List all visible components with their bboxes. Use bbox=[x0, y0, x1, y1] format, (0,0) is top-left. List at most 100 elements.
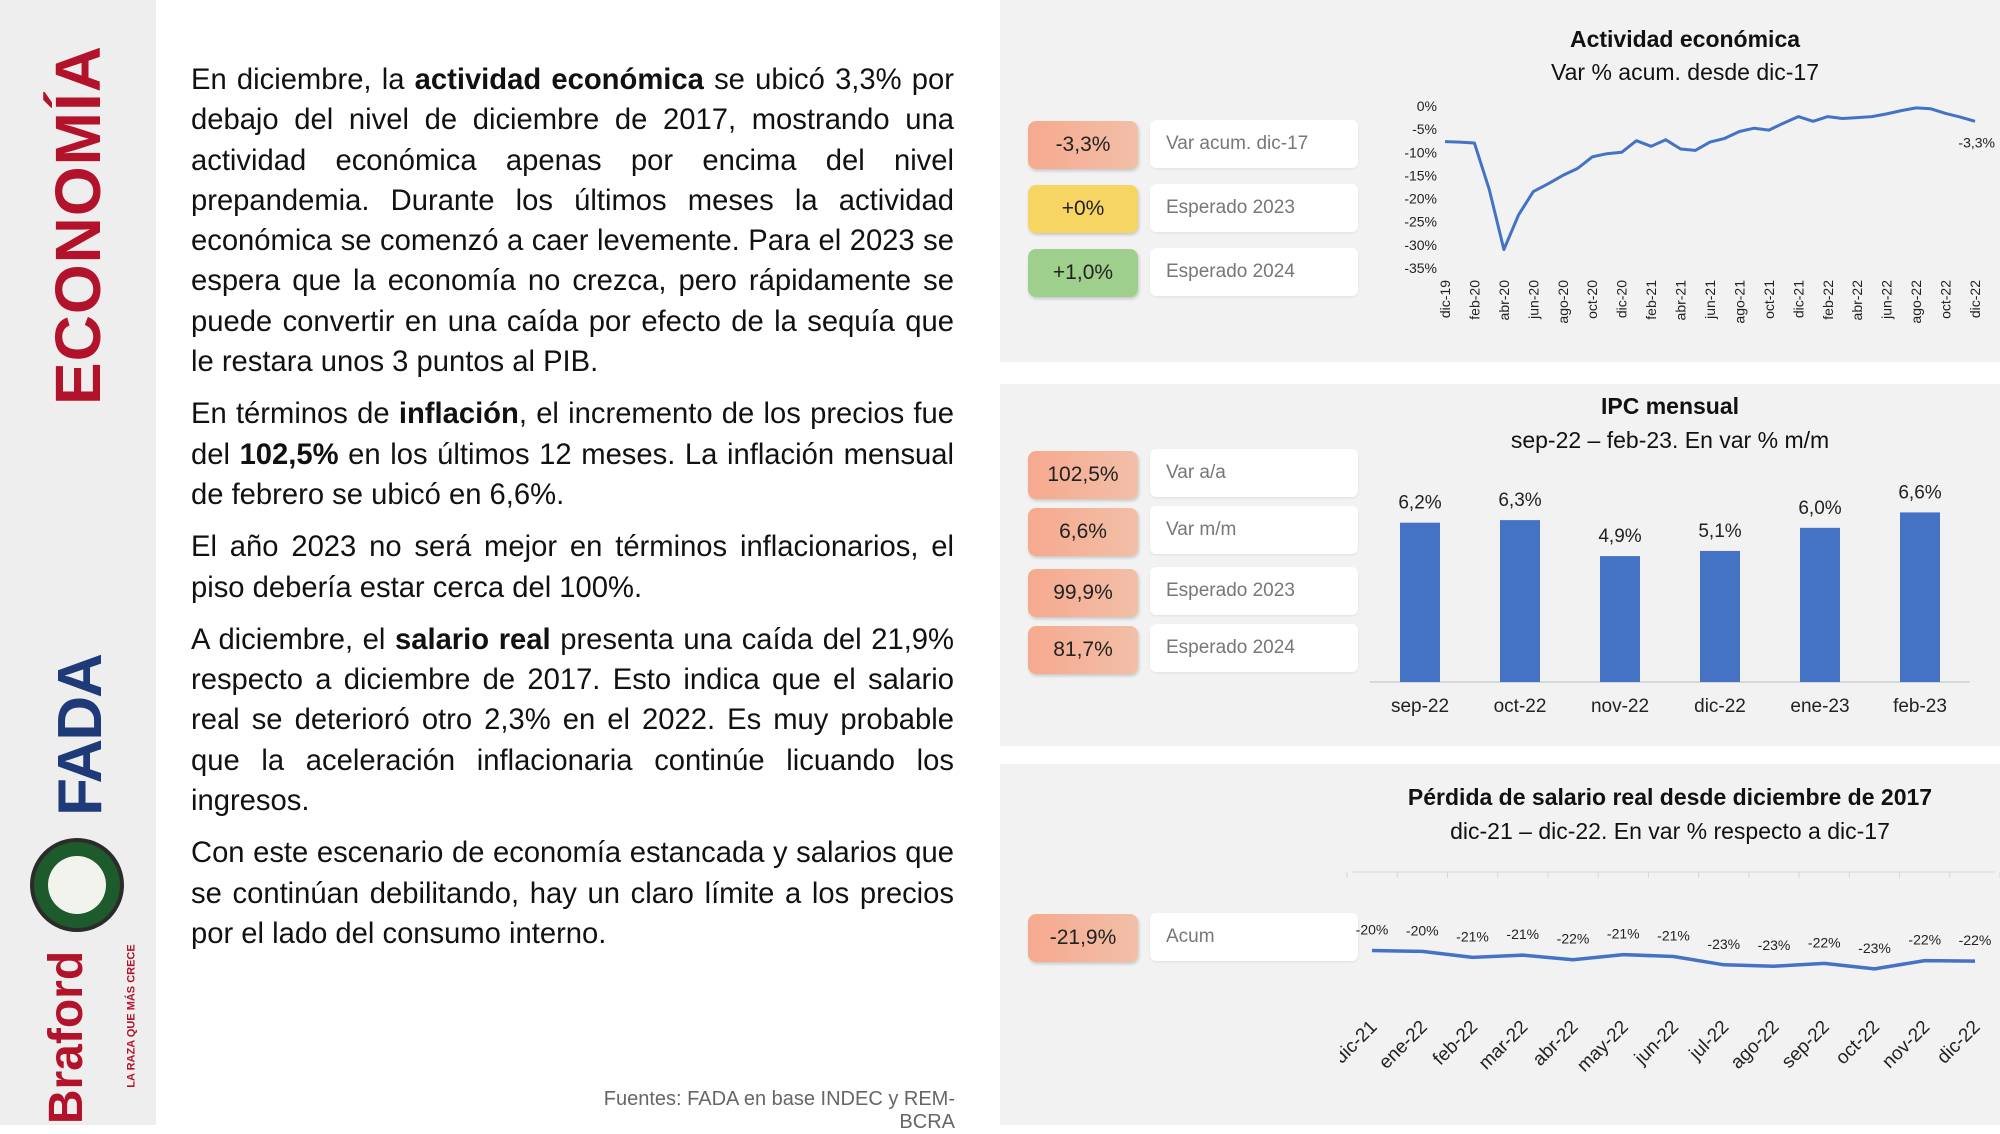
salary-data-label: -22% bbox=[1808, 934, 1841, 950]
ipc-category-label: ene-23 bbox=[1790, 696, 1849, 717]
ipc-yoy-badge: 102,5% bbox=[1028, 451, 1138, 499]
x-tick-label: jun-21 bbox=[1702, 280, 1718, 320]
x-tick-label: ago-21 bbox=[1731, 280, 1747, 324]
salary-data-label: -20% bbox=[1356, 921, 1389, 937]
ipc-bar bbox=[1900, 512, 1940, 682]
ipc-data-label: 6,6% bbox=[1898, 482, 1941, 503]
ipc-bar bbox=[1400, 522, 1440, 682]
x-tick-label: abr-22 bbox=[1849, 280, 1865, 321]
braford-logo-text: Braford bbox=[40, 950, 94, 1125]
paragraph-activity: En diciembre, la actividad económica se … bbox=[191, 64, 954, 379]
ipc-2023-badge: 99,9% bbox=[1028, 569, 1138, 617]
salary-category-label: jun-22 bbox=[1630, 1017, 1683, 1070]
activity-line-chart: 0% -5% -10% -15% -20% -25% -30% -35%dic-19 feb-2… bbox=[1404, 98, 1995, 324]
activity-2023-badge: +0% bbox=[1028, 185, 1138, 233]
paragraph-2023: El año 2023 no será mejor en términos in… bbox=[191, 531, 954, 604]
section-title: ECONOMÍA bbox=[8, 40, 148, 410]
activity-chart-subtitle: Var % acum. desde dic-17 bbox=[1550, 59, 1820, 85]
y-tick-label: -35% bbox=[1404, 260, 1437, 276]
y-tick-label: -20% bbox=[1404, 191, 1437, 207]
salary-category-label: mar-22 bbox=[1475, 1017, 1532, 1074]
fada-logo: FADA bbox=[20, 650, 140, 820]
source-note: Fuentes: FADA en base INDEC y REM-BCRA bbox=[603, 1088, 955, 1133]
ipc-data-label: 6,0% bbox=[1798, 498, 1841, 519]
x-tick-label: dic-21 bbox=[1790, 280, 1806, 318]
paragraph-salary: A diciembre, el salario real presenta un… bbox=[191, 623, 954, 818]
salary-category-label: dic-21 bbox=[1340, 1017, 1382, 1068]
activity-2024-badge: +1,0% bbox=[1028, 249, 1138, 297]
activity-var-badge: -3,3% bbox=[1028, 121, 1138, 169]
x-tick-label: dic-20 bbox=[1614, 280, 1630, 318]
activity-2023-label: Esperado 2023 bbox=[1150, 184, 1358, 232]
x-tick-label: ago-20 bbox=[1555, 280, 1571, 324]
salary-data-label: -23% bbox=[1758, 937, 1791, 953]
ipc-2024-badge: 81,7% bbox=[1028, 626, 1138, 674]
x-tick-label: feb-20 bbox=[1466, 280, 1482, 320]
x-tick-label: ago-22 bbox=[1908, 280, 1924, 324]
ipc-category-label: dic-22 bbox=[1694, 696, 1746, 717]
x-tick-label: feb-22 bbox=[1820, 280, 1836, 320]
salary-acum-label: Acum bbox=[1150, 913, 1358, 961]
x-tick-label: abr-20 bbox=[1496, 280, 1512, 321]
salary-data-label: -23% bbox=[1707, 936, 1740, 952]
ipc-bar bbox=[1700, 550, 1740, 682]
x-tick-label: dic-22 bbox=[1967, 280, 1983, 318]
ipc-category-label: feb-23 bbox=[1893, 696, 1947, 717]
ipc-chart-subtitle: sep-22 – feb-23. En var % m/m bbox=[1510, 427, 1830, 453]
section-title-text: ECONOMÍA bbox=[42, 45, 114, 405]
salary-data-label: -21% bbox=[1506, 926, 1539, 942]
salary-line-chart: -20% dic-21 -20% ene-22 -21% feb-22 -21% mar-22… bbox=[1340, 871, 2000, 1077]
fada-logo-text: FADA bbox=[45, 654, 115, 816]
salary-data-label: -20% bbox=[1406, 922, 1439, 938]
salary-category-label: feb-22 bbox=[1429, 1017, 1482, 1070]
paragraph-outlook: Con este escenario de economía estancada… bbox=[191, 837, 954, 950]
activity-2024-label: Esperado 2024 bbox=[1150, 248, 1358, 296]
salary-data-label: -22% bbox=[1959, 932, 1992, 948]
salary-data-label: -21% bbox=[1657, 927, 1690, 943]
salary-data-label: -21% bbox=[1456, 928, 1489, 944]
ipc-category-label: sep-22 bbox=[1391, 696, 1449, 717]
ipc-2024-label: Esperado 2024 bbox=[1150, 624, 1358, 672]
last-value-label: -3,3% bbox=[1958, 134, 1995, 150]
paragraph-inflation: En términos de inflación, el incremento … bbox=[191, 398, 954, 511]
salary-category-label: nov-22 bbox=[1878, 1017, 1934, 1073]
salary-category-label: ago-22 bbox=[1727, 1017, 1784, 1074]
salary-data-label: -22% bbox=[1557, 931, 1590, 947]
salary-acum-badge: -21,9% bbox=[1028, 914, 1138, 962]
ipc-data-label: 6,3% bbox=[1498, 490, 1541, 511]
salary-category-label: sep-22 bbox=[1778, 1017, 1834, 1073]
salary-category-label: jul-22 bbox=[1685, 1017, 1733, 1065]
x-tick-label: oct-21 bbox=[1761, 280, 1777, 319]
y-tick-label: -10% bbox=[1404, 144, 1437, 160]
panel-activity bbox=[1000, 0, 2000, 362]
braford-logo: Braford LA RAZA QUE MÁS CRECE bbox=[20, 940, 138, 1124]
braford-tagline: LA RAZA QUE MÁS CRECE bbox=[125, 944, 138, 1088]
salary-category-label: oct-22 bbox=[1832, 1017, 1884, 1069]
ipc-data-label: 6,2% bbox=[1398, 493, 1441, 514]
ipc-bar-chart: 6,2% sep-22 6,3% oct-22 4,9% nov-22 5,1% dic-22… bbox=[1370, 482, 1970, 717]
x-tick-label: jun-22 bbox=[1879, 280, 1895, 320]
y-tick-label: -25% bbox=[1404, 214, 1437, 230]
ipc-2023-label: Esperado 2023 bbox=[1150, 567, 1358, 615]
y-tick-label: -15% bbox=[1404, 167, 1437, 183]
x-tick-label: feb-21 bbox=[1643, 280, 1659, 320]
body-text: En diciembre, la actividad económica se … bbox=[191, 60, 954, 966]
salary-chart-title: Pérdida de salario real desde diciembre … bbox=[1407, 784, 1933, 810]
ipc-mom-badge: 6,6% bbox=[1028, 508, 1138, 556]
ipc-bar bbox=[1800, 527, 1840, 682]
y-tick-label: -5% bbox=[1412, 121, 1437, 137]
ipc-data-label: 4,9% bbox=[1598, 526, 1641, 547]
ipc-bar bbox=[1600, 556, 1640, 682]
x-tick-label: oct-20 bbox=[1584, 280, 1600, 319]
sidebar: ECONOMÍA FADA Braford LA RAZA QUE MÁS CR… bbox=[0, 0, 156, 1125]
salary-series-line bbox=[1371, 948, 1976, 971]
salary-category-label: ene-22 bbox=[1375, 1017, 1432, 1074]
salary-category-label: may-22 bbox=[1573, 1017, 1633, 1077]
x-tick-label: dic-19 bbox=[1437, 280, 1453, 318]
activity-chart-title: Actividad económica bbox=[1569, 26, 1801, 52]
ipc-category-label: oct-22 bbox=[1494, 696, 1547, 717]
x-tick-label: jun-20 bbox=[1525, 280, 1541, 320]
ipc-bar bbox=[1500, 520, 1540, 682]
ipc-yoy-label: Var a/a bbox=[1150, 449, 1358, 497]
x-tick-label: oct-22 bbox=[1938, 280, 1954, 319]
